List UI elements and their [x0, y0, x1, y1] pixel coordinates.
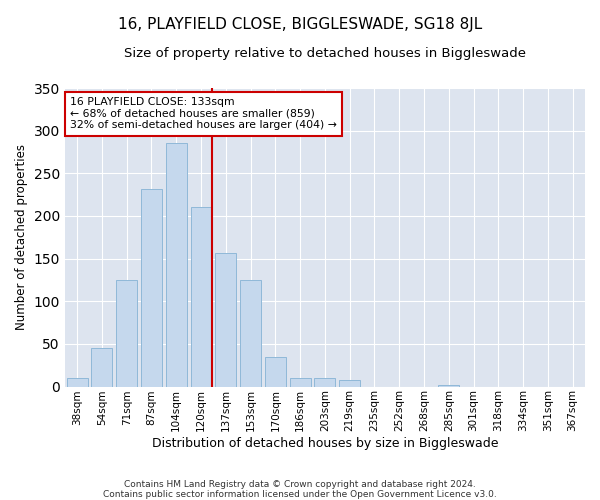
Bar: [191, 208, 212, 386]
Y-axis label: Number of detached properties: Number of detached properties: [15, 144, 28, 330]
Bar: [339, 380, 360, 386]
Text: 16, PLAYFIELD CLOSE, BIGGLESWADE, SG18 8JL: 16, PLAYFIELD CLOSE, BIGGLESWADE, SG18 8…: [118, 18, 482, 32]
Bar: [166, 144, 187, 386]
Bar: [141, 188, 162, 386]
Text: 16 PLAYFIELD CLOSE: 133sqm
← 68% of detached houses are smaller (859)
32% of sem: 16 PLAYFIELD CLOSE: 133sqm ← 68% of deta…: [70, 97, 337, 130]
Bar: [290, 378, 311, 386]
X-axis label: Distribution of detached houses by size in Biggleswade: Distribution of detached houses by size …: [152, 437, 498, 450]
Bar: [67, 378, 88, 386]
Bar: [438, 385, 459, 386]
Text: Contains public sector information licensed under the Open Government Licence v3: Contains public sector information licen…: [103, 490, 497, 499]
Bar: [265, 356, 286, 386]
Bar: [240, 280, 261, 386]
Bar: [215, 252, 236, 386]
Bar: [116, 280, 137, 386]
Title: Size of property relative to detached houses in Biggleswade: Size of property relative to detached ho…: [124, 48, 526, 60]
Bar: [91, 348, 112, 387]
Text: Contains HM Land Registry data © Crown copyright and database right 2024.: Contains HM Land Registry data © Crown c…: [124, 480, 476, 489]
Bar: [314, 378, 335, 386]
